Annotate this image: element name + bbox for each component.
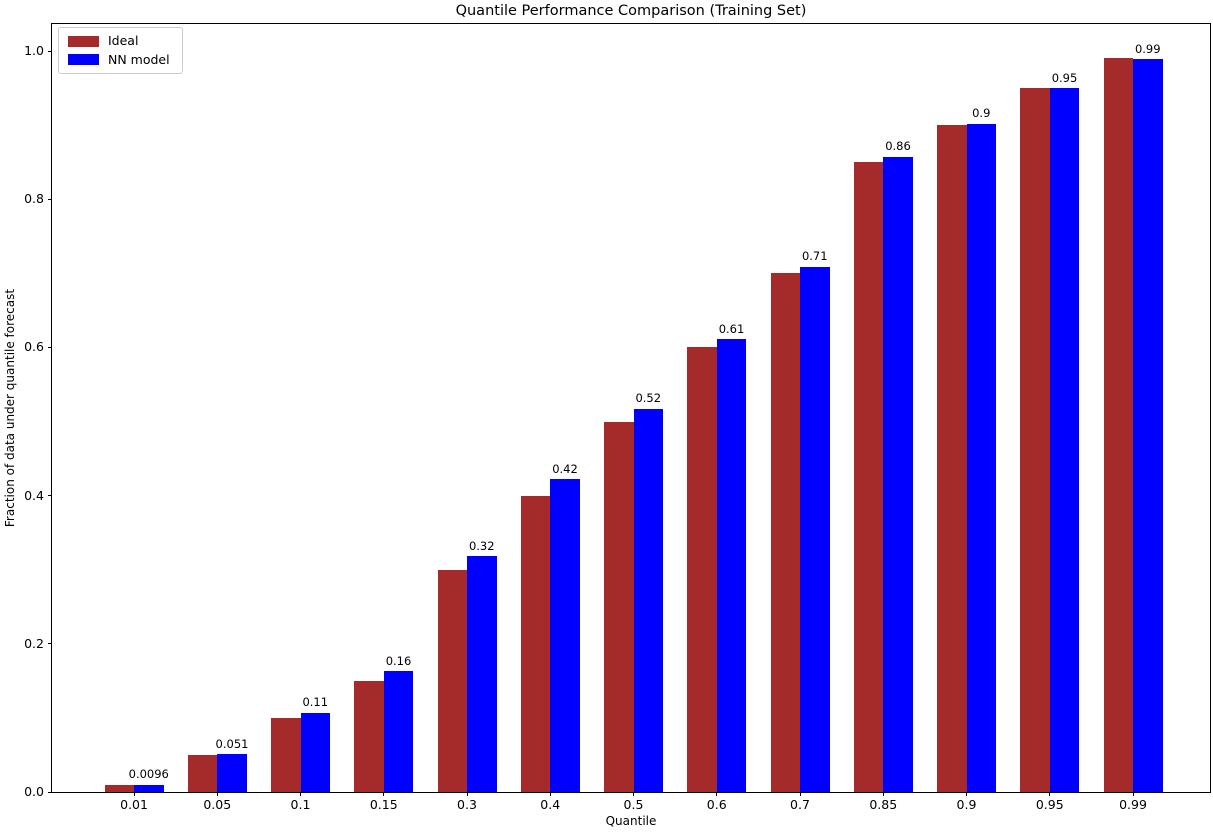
x-tick-label: 0.01 (120, 797, 148, 812)
y-tick-label: 0.2 (24, 635, 44, 651)
legend-item-ideal: Ideal (68, 33, 170, 48)
legend-label-ideal: Ideal (108, 33, 139, 48)
x-tick-label: 0.4 (540, 797, 561, 812)
x-tick-label: 0.6 (706, 797, 727, 812)
bar-value-label: 0.71 (801, 249, 828, 264)
x-tick-mark (633, 792, 634, 796)
bar-value-label: 0.42 (552, 461, 578, 476)
bar-value-label: 0.32 (468, 538, 495, 553)
bar-nn-model (300, 712, 330, 792)
bar-value-label: 0.16 (385, 653, 412, 668)
x-tick-mark (300, 792, 301, 796)
x-tick-mark (216, 792, 218, 796)
x-tick-label: 0.5 (623, 797, 644, 812)
x-tick-mark (966, 792, 967, 796)
chart-title: Quantile Performance Comparison (Trainin… (455, 3, 807, 19)
x-tick-label: 0.7 (790, 797, 810, 812)
legend-swatch-nn-model (68, 54, 99, 66)
legend-item-nn-model: NN model (68, 51, 170, 67)
bar-nn-model (1049, 88, 1080, 792)
legend-swatch-ideal (68, 35, 99, 47)
bar-value-label: 0.86 (885, 139, 911, 154)
x-tick-mark (549, 792, 551, 796)
y-tick-label: 1.0 (24, 42, 44, 58)
x-tick-label: 0.85 (869, 797, 898, 812)
bar-nn-model (633, 408, 663, 792)
x-axis-label: Quantile (605, 814, 657, 828)
bar-value-label: 0.99 (1134, 41, 1161, 56)
legend: Ideal NN model (58, 27, 183, 74)
y-tick-label: 0.4 (24, 487, 44, 503)
bar-nn-model (217, 754, 247, 792)
x-tick-mark (1132, 792, 1134, 796)
x-tick-mark (1049, 792, 1051, 796)
bar-ideal (604, 421, 634, 792)
bar-value-label: 0.95 (1051, 70, 1078, 85)
x-tick-mark (133, 792, 135, 796)
bar-ideal (770, 273, 800, 792)
bar-ideal (354, 680, 384, 792)
x-tick-label: 0.05 (203, 797, 232, 812)
legend-label-nn-model: NN model (108, 51, 170, 67)
bar-ideal (520, 495, 551, 792)
x-tick-mark (383, 792, 385, 796)
bar-nn-model (383, 671, 414, 792)
bar-nn-model (716, 339, 747, 792)
plot-area: Ideal NN model 0.0 0.2 0.4 0.6 0.8 1.0 0.01 0.0… (24, 23, 1211, 811)
bar-ideal (937, 125, 967, 792)
bar-nn-model (550, 479, 580, 792)
x-tick-mark (882, 792, 884, 796)
y-tick-mark (48, 495, 52, 497)
bar-value-label: 0.0096 (128, 767, 169, 782)
bar-ideal (1103, 58, 1133, 792)
y-tick-mark (48, 346, 52, 348)
bar-ideal (853, 162, 884, 792)
y-tick-label: 0.6 (24, 339, 44, 355)
y-tick-label: 0.0 (24, 783, 44, 799)
x-tick-mark (466, 792, 468, 796)
bar-value-label: 0.52 (635, 391, 662, 406)
bar-nn-model (467, 556, 497, 792)
x-tick-label: 0.9 (956, 797, 977, 812)
x-tick-label: 0.99 (1119, 797, 1147, 812)
bar-value-label: 0.051 (215, 736, 249, 751)
y-tick-mark (48, 643, 52, 645)
bar-ideal (271, 717, 301, 792)
x-tick-label: 0.95 (1035, 797, 1064, 812)
bar-nn-model (134, 784, 164, 792)
x-tick-label: 0.3 (457, 797, 477, 812)
bar-ideal (1020, 88, 1050, 792)
x-tick-label: 0.15 (369, 797, 398, 812)
y-tick-mark (48, 791, 52, 793)
y-axis-label: Fraction of data under quantile forecast (3, 288, 17, 528)
x-tick-mark (716, 792, 718, 796)
y-tick-label: 0.8 (24, 190, 44, 206)
bar-nn-model (1133, 59, 1163, 792)
bar-ideal (687, 347, 717, 792)
bar-value-label: 0.9 (972, 106, 991, 121)
bar-nn-model (883, 156, 913, 792)
bar-ideal (437, 569, 467, 792)
x-tick-label: 0.1 (290, 797, 311, 812)
y-tick-mark (48, 198, 52, 200)
bar-nn-model (966, 123, 996, 792)
bar-ideal (104, 784, 134, 792)
bar-nn-model (800, 266, 830, 792)
bar-value-label: 0.11 (302, 695, 329, 710)
y-tick-mark (48, 50, 52, 52)
bar-ideal (187, 754, 218, 792)
bar-value-label: 0.61 (718, 321, 745, 336)
x-tick-mark (799, 792, 801, 796)
